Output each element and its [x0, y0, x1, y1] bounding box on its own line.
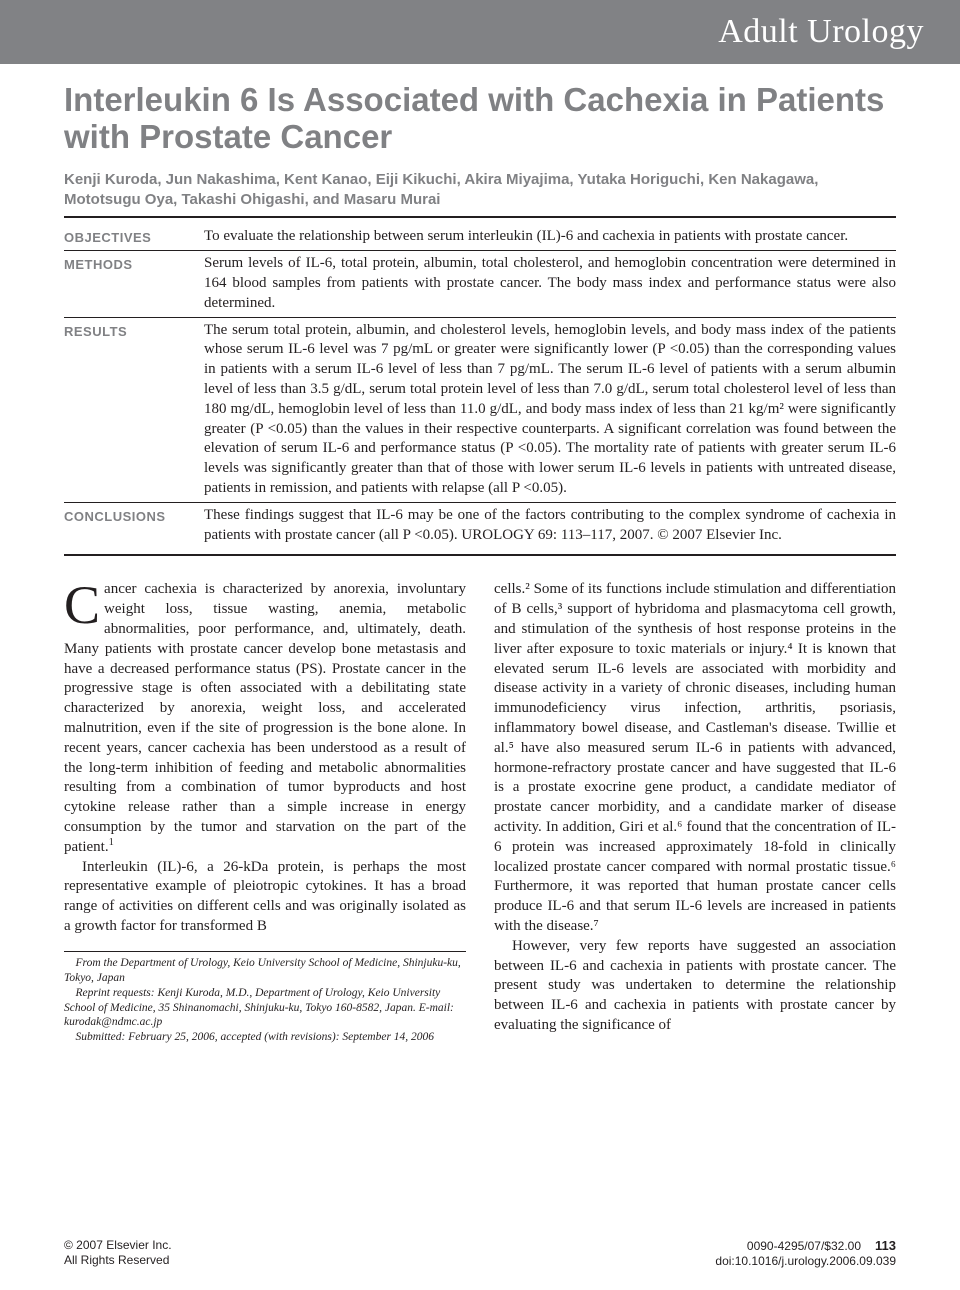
body-paragraph: cells.² Some of its functions include st…: [494, 580, 896, 936]
abstract-label: RESULTS: [64, 321, 204, 499]
rights-line: All Rights Reserved: [64, 1253, 172, 1269]
doi-line: doi:10.1016/j.urology.2006.09.039: [715, 1254, 896, 1270]
abstract-text: These findings suggest that IL-6 may be …: [204, 506, 896, 546]
abstract-objectives: OBJECTIVES To evaluate the relationship …: [64, 224, 896, 250]
page-content: Interleukin 6 Is Associated with Cachexi…: [0, 64, 960, 1045]
body-paragraph: However, very few reports have suggested…: [494, 937, 896, 1036]
abstract-text: To evaluate the relationship between ser…: [204, 227, 896, 247]
abstract-text: The serum total protein, albumin, and ch…: [204, 321, 896, 499]
footnote-submitted: Submitted: February 25, 2006, accepted (…: [64, 1030, 466, 1045]
abstract-conclusions: CONCLUSIONS These findings suggest that …: [64, 502, 896, 549]
abstract-label: CONCLUSIONS: [64, 506, 204, 546]
section-name: Adult Urology: [718, 9, 924, 55]
section-banner: Adult Urology: [0, 0, 960, 64]
footnotes: From the Department of Urology, Keio Uni…: [64, 951, 466, 1046]
abstract-label: METHODS: [64, 254, 204, 313]
issn-line: 0090-4295/07/$32.00: [747, 1239, 861, 1253]
column-left: Cancer cachexia is characterized by anor…: [64, 580, 466, 1045]
page-footer: © 2007 Elsevier Inc. All Rights Reserved…: [64, 1238, 896, 1270]
footer-right: 0090-4295/07/$32.00 113 doi:10.1016/j.uro…: [715, 1238, 896, 1270]
body-text: ancer cachexia is characterized by anore…: [64, 581, 466, 854]
page-number: 113: [875, 1238, 896, 1253]
body-paragraph: Cancer cachexia is characterized by anor…: [64, 580, 466, 857]
author-list: Kenji Kuroda, Jun Nakashima, Kent Kanao,…: [64, 170, 896, 211]
footnote-affiliation: From the Department of Urology, Keio Uni…: [64, 956, 466, 986]
abstract-block: OBJECTIVES To evaluate the relationship …: [64, 216, 896, 556]
dropcap: C: [64, 580, 104, 627]
footnote-reprint: Reprint requests: Kenji Kuroda, M.D., De…: [64, 986, 466, 1031]
column-right: cells.² Some of its functions include st…: [494, 580, 896, 1045]
article-title: Interleukin 6 Is Associated with Cachexi…: [64, 82, 896, 156]
abstract-methods: METHODS Serum levels of IL-6, total prot…: [64, 250, 896, 316]
abstract-results: RESULTS The serum total protein, albumin…: [64, 317, 896, 502]
body-paragraph: Interleukin (IL)-6, a 26-kDa protein, is…: [64, 858, 466, 937]
citation-ref: 1: [109, 837, 114, 848]
abstract-text: Serum levels of IL-6, total protein, alb…: [204, 254, 896, 313]
body-columns: Cancer cachexia is characterized by anor…: [64, 580, 896, 1045]
footer-left: © 2007 Elsevier Inc. All Rights Reserved: [64, 1238, 172, 1270]
copyright-line: © 2007 Elsevier Inc.: [64, 1238, 172, 1254]
abstract-label: OBJECTIVES: [64, 227, 204, 247]
